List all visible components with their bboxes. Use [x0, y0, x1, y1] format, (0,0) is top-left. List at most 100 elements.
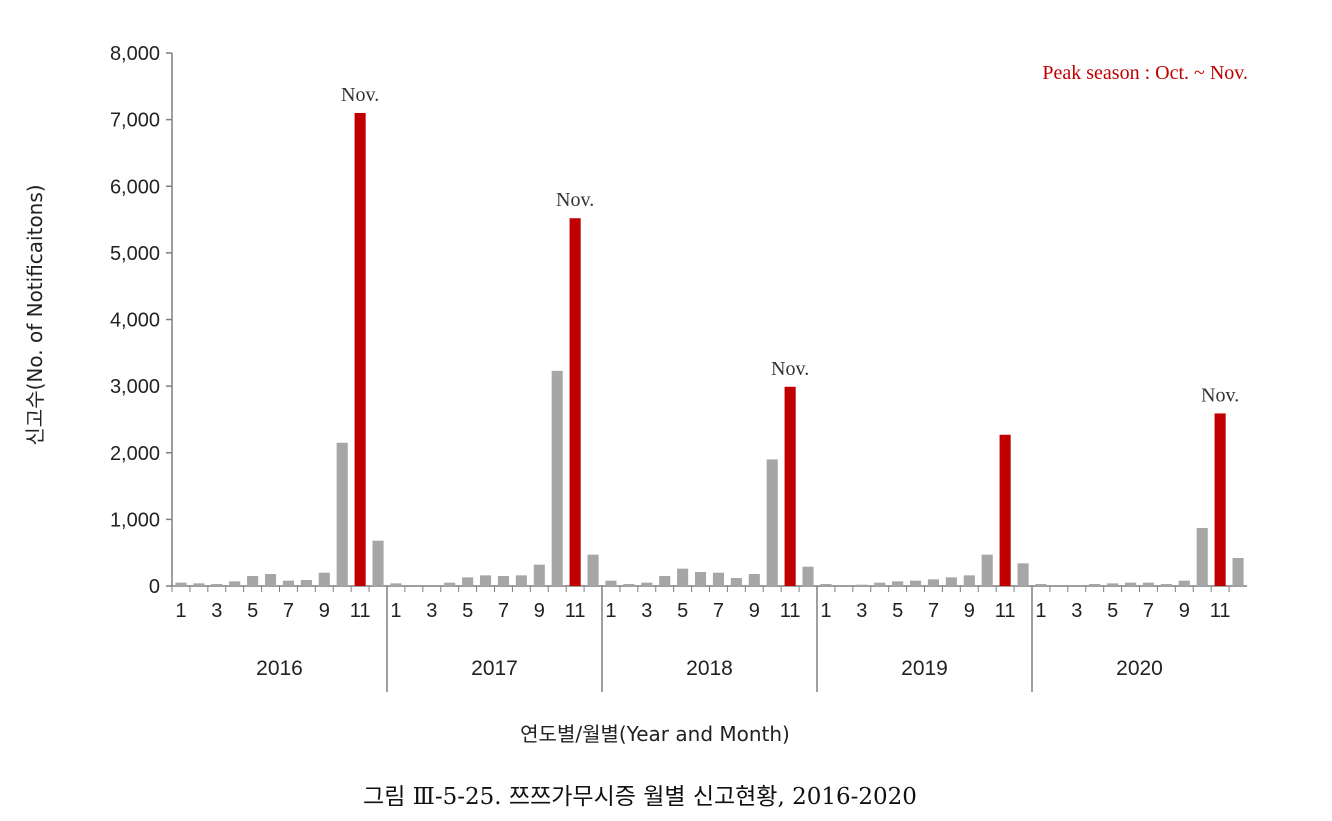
bar: [1160, 584, 1172, 586]
x-month-label: 7: [928, 600, 939, 622]
x-month-label: 5: [247, 600, 258, 622]
bar: [372, 540, 384, 586]
bar: [336, 442, 348, 586]
bar: [1124, 582, 1137, 586]
x-month-label: 5: [1107, 600, 1118, 622]
bar: [1107, 583, 1119, 586]
bar: [533, 564, 545, 586]
bar: [229, 581, 241, 586]
bar-highlight-nov: [569, 218, 581, 587]
axes-group: [166, 52, 1247, 692]
y-tick-label: 6,000: [110, 176, 160, 198]
bar: [605, 580, 617, 586]
bar: [390, 583, 402, 586]
bar: [515, 575, 527, 586]
x-month-label: 1: [1035, 600, 1046, 622]
bar: [300, 580, 312, 586]
bar: [856, 584, 868, 586]
bar-highlight-nov: [354, 112, 366, 587]
x-month-label: 1: [390, 600, 401, 622]
x-month-label: 3: [1071, 600, 1082, 622]
bar: [963, 575, 975, 586]
bar: [587, 554, 599, 586]
x-month-label: 3: [211, 600, 222, 622]
bar: [945, 577, 957, 586]
y-tick-label: 1,000: [110, 509, 160, 531]
bar: [551, 370, 563, 586]
y-axis-title: 신고수(No. of Notificaitons): [23, 184, 47, 445]
y-tick-label: 4,000: [110, 310, 160, 332]
bar: [694, 572, 707, 586]
bar: [1017, 563, 1029, 586]
x-month-label: 1: [175, 600, 186, 622]
bar: [802, 566, 814, 586]
x-month-label: 7: [283, 600, 294, 622]
bars-group: [175, 112, 1244, 587]
bar: [1142, 582, 1155, 586]
bar: [820, 584, 832, 586]
x-month-label: 1: [820, 600, 831, 622]
x-month-label: 9: [749, 600, 760, 622]
x-month-label: 1: [605, 600, 616, 622]
bar: [318, 572, 330, 586]
y-tick-label: 7,000: [110, 110, 160, 132]
x-year-label: 2016: [256, 657, 303, 680]
bar: [892, 581, 904, 586]
x-month-label: 11: [995, 600, 1016, 622]
bar: [247, 576, 259, 586]
x-month-label: 11: [1210, 600, 1231, 622]
bar: [766, 459, 778, 586]
y-tick-label: 8,000: [110, 43, 160, 65]
bar: [712, 572, 725, 586]
figure-caption: 그림 Ⅲ-5-25. 쯔쯔가무시증 월별 신고현황, 2016-2020: [363, 784, 917, 810]
x-month-label: 5: [892, 600, 903, 622]
x-month-label: 3: [856, 600, 867, 622]
x-month-label: 3: [426, 600, 437, 622]
bar: [175, 582, 187, 586]
x-month-label: 5: [677, 600, 688, 622]
x-month-label: 7: [713, 600, 724, 622]
x-axis-title: 연도별/월별(Year and Month): [520, 722, 790, 746]
x-month-label: 9: [319, 600, 330, 622]
bar: [1232, 558, 1244, 586]
x-month-label: 5: [462, 600, 473, 622]
bar: [193, 583, 205, 586]
bar: [1196, 528, 1208, 586]
x-month-label: 11: [780, 600, 801, 622]
x-month-label: 9: [1179, 600, 1190, 622]
bar: [1178, 580, 1190, 586]
bar: [981, 554, 993, 586]
bar: [444, 582, 456, 586]
y-tick-label: 0: [149, 576, 160, 598]
x-year-label: 2020: [1116, 657, 1163, 680]
x-month-label: 9: [964, 600, 975, 622]
nov-annotation: Nov.: [341, 84, 379, 106]
x-year-label: 2019: [901, 657, 948, 680]
x-month-label: 7: [1143, 600, 1154, 622]
bar: [730, 578, 742, 586]
x-month-label: 9: [534, 600, 545, 622]
bar: [1089, 584, 1101, 586]
bar-highlight-nov: [1214, 413, 1226, 586]
labels-group: 0 1,000 2,000 3,000 4,000 5,000 6,000 7,000 8,00…: [110, 43, 1239, 680]
x-year-label: 2018: [686, 657, 733, 680]
bar: [927, 579, 940, 586]
bar: [497, 576, 510, 586]
peak-season-note: Peak season : Oct. ~ Nov.: [1042, 62, 1248, 84]
y-tick-label: 2,000: [110, 443, 160, 465]
bar: [462, 577, 474, 586]
nov-annotation: Nov.: [1201, 384, 1239, 406]
x-month-label: 11: [350, 600, 371, 622]
bar: [641, 582, 653, 586]
y-tick-label: 5,000: [110, 243, 160, 265]
bar: [264, 574, 277, 586]
nov-annotation: Nov.: [556, 189, 594, 211]
bar-highlight-nov: [784, 386, 796, 586]
bar: [748, 574, 760, 586]
bar: [1035, 584, 1047, 586]
x-year-label: 2017: [471, 657, 518, 680]
bar: [623, 584, 635, 586]
x-month-label: 7: [498, 600, 509, 622]
